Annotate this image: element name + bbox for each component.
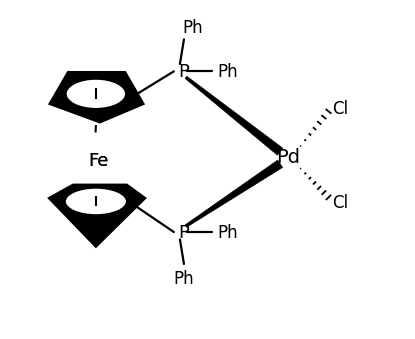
Text: Ph: Ph — [217, 63, 238, 81]
Text: Fe: Fe — [88, 152, 108, 170]
Text: Pd: Pd — [276, 148, 300, 167]
Text: P: P — [178, 224, 189, 242]
Text: Ph: Ph — [217, 224, 238, 242]
Polygon shape — [185, 76, 283, 155]
Polygon shape — [49, 72, 144, 122]
Text: Cl: Cl — [332, 100, 348, 118]
Text: Ph: Ph — [173, 270, 194, 288]
Polygon shape — [185, 160, 283, 227]
Text: Cl: Cl — [332, 194, 348, 212]
Ellipse shape — [65, 188, 127, 215]
Text: Ph: Ph — [182, 19, 203, 37]
Text: P: P — [178, 63, 189, 81]
Polygon shape — [49, 185, 145, 247]
Text: Fe: Fe — [88, 152, 108, 170]
Ellipse shape — [66, 79, 126, 109]
